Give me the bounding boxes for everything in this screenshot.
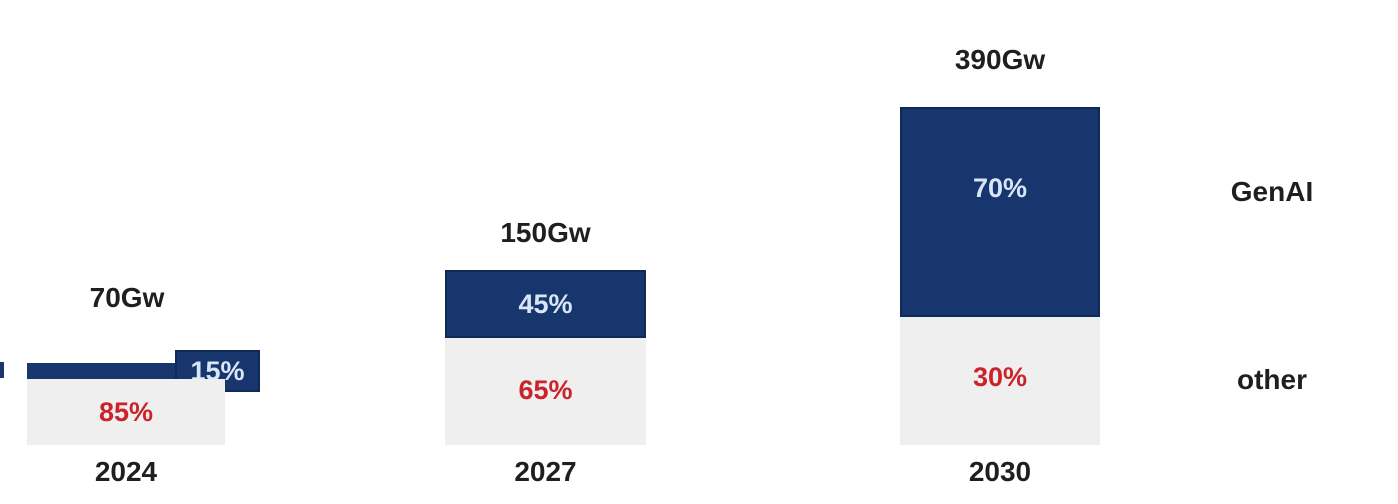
legend-item-other: other xyxy=(1237,364,1307,395)
genai-percent-label-2027: 45% xyxy=(518,288,573,319)
other-segment-2027 xyxy=(445,338,646,445)
other-percent-label-2024: 85% xyxy=(98,397,154,427)
legend-item-genai: GenAI xyxy=(1230,176,1314,207)
genai-percent-label-2030: 70% xyxy=(972,173,1028,203)
other-percent-label-2027: 65% xyxy=(518,375,573,405)
genai-segment-2024 xyxy=(27,363,175,379)
cropped-bar-fragment xyxy=(0,362,4,378)
category-label-2024: 2024 xyxy=(94,456,158,487)
genai-segment-2027: 45% xyxy=(445,270,646,338)
other-percent-label-2030: 30% xyxy=(972,362,1028,392)
other-segment-2024 xyxy=(27,379,225,445)
total-label-2027: 150Gw xyxy=(500,217,591,248)
category-label-2030: 2030 xyxy=(968,456,1032,487)
genai-segment-2030 xyxy=(900,107,1100,317)
category-label-2027: 2027 xyxy=(514,456,577,487)
other-segment-2030 xyxy=(900,317,1100,445)
total-label-2024: 70Gw xyxy=(89,282,165,313)
total-label-2030: 390Gw xyxy=(954,44,1046,75)
